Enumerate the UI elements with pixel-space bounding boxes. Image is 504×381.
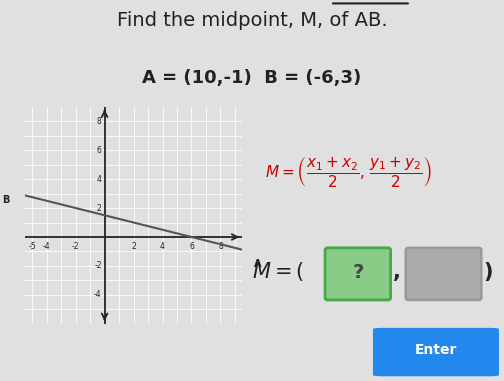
Text: -4: -4 [94, 290, 102, 299]
Text: 8: 8 [97, 117, 102, 126]
FancyBboxPatch shape [325, 248, 391, 300]
Text: ?: ? [352, 263, 363, 282]
Text: B: B [2, 195, 9, 205]
FancyBboxPatch shape [406, 248, 481, 300]
Text: Find the midpoint, M, of AB.: Find the midpoint, M, of AB. [117, 11, 387, 30]
Text: -5: -5 [28, 242, 36, 251]
FancyBboxPatch shape [373, 328, 499, 376]
Text: A: A [254, 259, 261, 269]
Text: 6: 6 [189, 242, 194, 251]
Text: -4: -4 [43, 242, 50, 251]
Text: 2: 2 [131, 242, 136, 251]
Text: $M = ($: $M = ($ [252, 260, 304, 283]
Text: 4: 4 [160, 242, 165, 251]
Text: ): ) [484, 262, 493, 282]
Text: Enter: Enter [415, 343, 457, 357]
Text: 4: 4 [97, 174, 102, 184]
Text: $M = \left(\dfrac{x_1+x_2}{2},\,\dfrac{y_1+y_2}{2}\right)$: $M = \left(\dfrac{x_1+x_2}{2},\,\dfrac{y… [265, 154, 432, 189]
Text: 6: 6 [97, 146, 102, 155]
Text: -2: -2 [72, 242, 80, 251]
Text: A = (10,-1)  B = (-6,3): A = (10,-1) B = (-6,3) [142, 69, 362, 87]
Text: -2: -2 [94, 261, 102, 271]
Text: 2: 2 [97, 203, 102, 213]
Text: 8: 8 [218, 242, 223, 251]
Text: ,: , [393, 262, 401, 282]
